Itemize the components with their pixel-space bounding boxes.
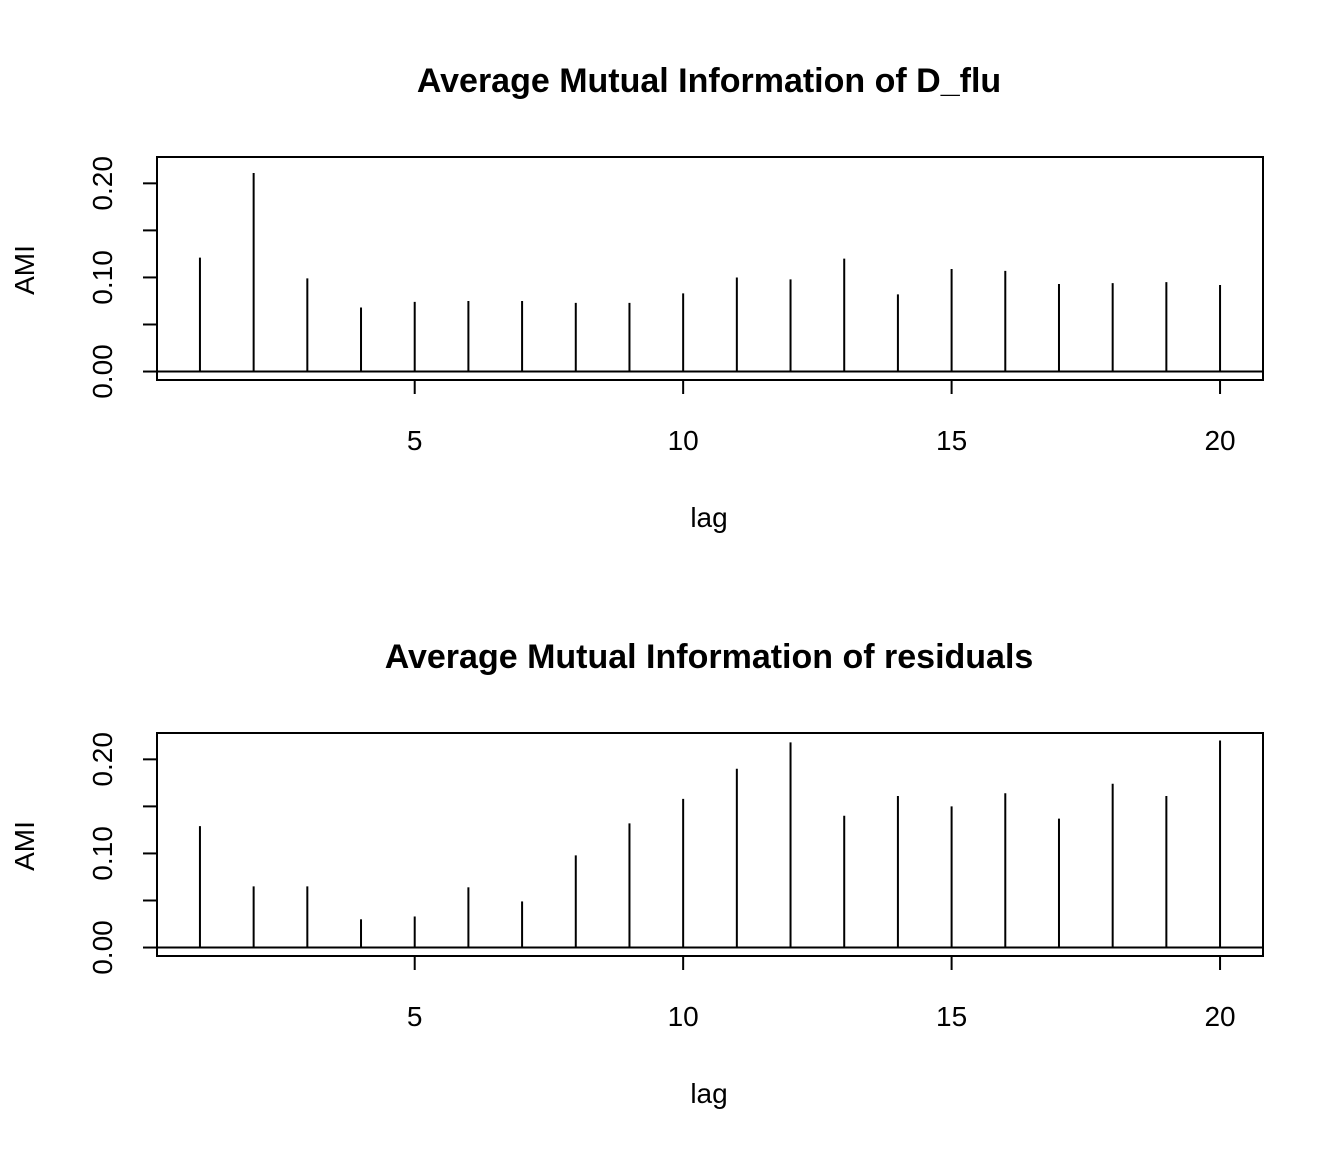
x-axis: 5 10 15 20 bbox=[407, 956, 1236, 1032]
x-tick-label: 15 bbox=[936, 425, 967, 456]
x-tick-label: 20 bbox=[1204, 1001, 1235, 1032]
x-axis-label: lag bbox=[690, 502, 727, 533]
y-tick-label: 0.10 bbox=[87, 250, 118, 305]
y-tick-label: 0.10 bbox=[87, 826, 118, 881]
y-tick-label: 0.00 bbox=[87, 920, 118, 975]
plot-frame bbox=[156, 732, 1264, 957]
y-tick-label: 0.20 bbox=[87, 156, 118, 211]
x-tick-label: 5 bbox=[407, 1001, 423, 1032]
y-axis-label: AMI bbox=[9, 821, 40, 871]
panel-d-flu: Average Mutual Information of D_flu lag … bbox=[9, 62, 1264, 533]
spike-group bbox=[157, 172, 1263, 373]
x-tick-label: 20 bbox=[1204, 425, 1235, 456]
panel-residuals: Average Mutual Information of residuals … bbox=[9, 638, 1264, 1109]
x-tick-label: 15 bbox=[936, 1001, 967, 1032]
x-tick-label: 5 bbox=[407, 425, 423, 456]
y-tick-label: 0.20 bbox=[87, 732, 118, 787]
chart-title: Average Mutual Information of D_flu bbox=[417, 62, 1001, 100]
y-axis-label: AMI bbox=[9, 245, 40, 295]
chart-title: Average Mutual Information of residuals bbox=[385, 638, 1034, 676]
y-tick-label: 0.00 bbox=[87, 344, 118, 399]
plot-frame bbox=[156, 156, 1264, 381]
y-axis: 0.00 0.10 0.20 bbox=[87, 732, 157, 975]
spike-group bbox=[157, 740, 1263, 949]
x-tick-label: 10 bbox=[668, 1001, 699, 1032]
x-axis-label: lag bbox=[690, 1078, 727, 1109]
x-axis: 5 10 15 20 bbox=[407, 380, 1236, 456]
x-tick-label: 10 bbox=[668, 425, 699, 456]
y-axis: 0.00 0.10 0.20 bbox=[87, 156, 157, 399]
